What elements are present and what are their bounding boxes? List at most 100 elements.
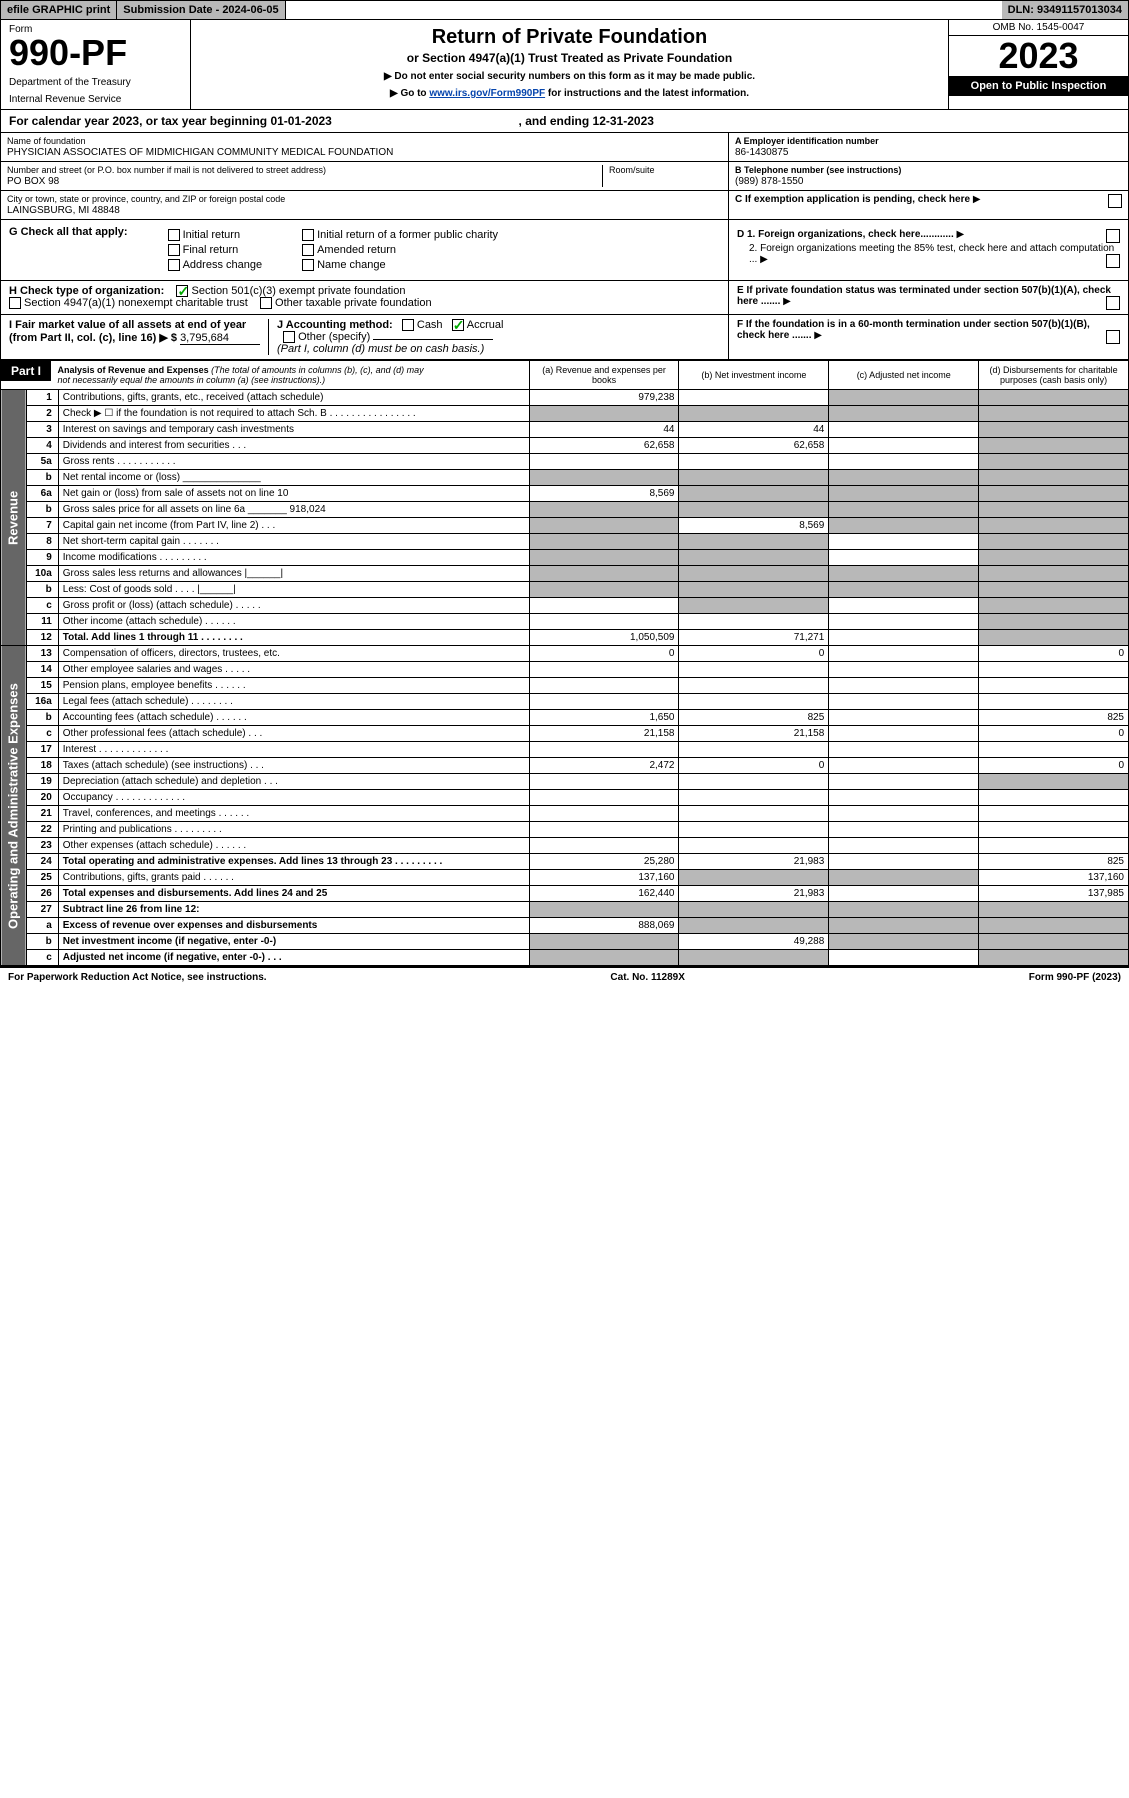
revenue-side-label: Revenue bbox=[1, 390, 27, 646]
cell-shaded bbox=[679, 550, 829, 566]
d2-checkbox[interactable] bbox=[1106, 254, 1120, 268]
phone: (989) 878-1550 bbox=[735, 176, 1122, 187]
table-row: c Other professional fees (attach schedu… bbox=[1, 726, 1129, 742]
final-checkbox[interactable] bbox=[168, 244, 180, 256]
cell-shaded bbox=[979, 550, 1129, 566]
table-row: 24 Total operating and administrative ex… bbox=[1, 854, 1129, 870]
cell-shaded bbox=[979, 470, 1129, 486]
line-number: 10a bbox=[26, 566, 58, 582]
cell-value bbox=[829, 614, 979, 630]
cell-shaded bbox=[529, 582, 679, 598]
cell-value bbox=[529, 838, 679, 854]
col-d-header: (d) Disbursements for charitable purpose… bbox=[979, 361, 1129, 390]
d1-checkbox[interactable] bbox=[1106, 229, 1120, 243]
j-other-checkbox[interactable] bbox=[283, 331, 295, 343]
ein-label: A Employer identification number bbox=[735, 136, 1122, 146]
line-number: 4 bbox=[26, 438, 58, 454]
section-h: H Check type of organization: Section 50… bbox=[0, 281, 1129, 315]
line-number: 2 bbox=[26, 406, 58, 422]
cell-value bbox=[529, 678, 679, 694]
c-checkbox[interactable] bbox=[1108, 194, 1122, 208]
h-left: H Check type of organization: Section 50… bbox=[1, 281, 728, 314]
ij-left: I Fair market value of all assets at end… bbox=[1, 315, 728, 359]
f-checkbox[interactable] bbox=[1106, 330, 1120, 344]
line-number: 9 bbox=[26, 550, 58, 566]
table-row: 6a Net gain or (loss) from sale of asset… bbox=[1, 486, 1129, 502]
footer-left: For Paperwork Reduction Act Notice, see … bbox=[8, 972, 267, 983]
line-description: Dividends and interest from securities .… bbox=[58, 438, 529, 454]
line-number: b bbox=[26, 710, 58, 726]
j-cash-checkbox[interactable] bbox=[402, 319, 414, 331]
cell-shaded bbox=[679, 486, 829, 502]
table-row: 26 Total expenses and disbursements. Add… bbox=[1, 886, 1129, 902]
g-label: G Check all that apply: bbox=[9, 226, 128, 238]
cal-end: 12-31-2023 bbox=[593, 114, 654, 128]
cell-value bbox=[679, 678, 829, 694]
c-cell: C If exemption application is pending, c… bbox=[729, 191, 1128, 208]
addr-change-checkbox[interactable] bbox=[168, 259, 180, 271]
cell-shaded bbox=[979, 582, 1129, 598]
cell-shaded bbox=[529, 566, 679, 582]
cell-value bbox=[979, 694, 1129, 710]
line-description: Depreciation (attach schedule) and deple… bbox=[58, 774, 529, 790]
omb-number: OMB No. 1545-0047 bbox=[949, 20, 1128, 36]
initial-checkbox[interactable] bbox=[168, 229, 180, 241]
ein-cell: A Employer identification number 86-1430… bbox=[729, 133, 1128, 162]
cell-value: 21,158 bbox=[679, 726, 829, 742]
cell-value bbox=[829, 758, 979, 774]
irs-link[interactable]: www.irs.gov/Form990PF bbox=[429, 88, 545, 99]
line-description: Interest . . . . . . . . . . . . . bbox=[58, 742, 529, 758]
col-c-header: (c) Adjusted net income bbox=[829, 361, 979, 390]
amended-checkbox[interactable] bbox=[302, 244, 314, 256]
line-description: Gross sales less returns and allowances … bbox=[58, 566, 529, 582]
footer: For Paperwork Reduction Act Notice, see … bbox=[0, 966, 1129, 987]
cell-shaded bbox=[529, 502, 679, 518]
cell-value bbox=[679, 838, 829, 854]
line-description: Excess of revenue over expenses and disb… bbox=[58, 918, 529, 934]
cell-value bbox=[829, 790, 979, 806]
h-other-checkbox[interactable] bbox=[260, 297, 272, 309]
header-center: Return of Private Foundation or Section … bbox=[191, 20, 948, 109]
h-4947-checkbox[interactable] bbox=[9, 297, 21, 309]
cell-value bbox=[679, 790, 829, 806]
line-number: c bbox=[26, 950, 58, 966]
line-number: 8 bbox=[26, 534, 58, 550]
cell-value: 44 bbox=[679, 422, 829, 438]
initial-former-checkbox[interactable] bbox=[302, 229, 314, 241]
cell-value bbox=[679, 822, 829, 838]
cell-value: 137,985 bbox=[979, 886, 1129, 902]
cell-value bbox=[979, 790, 1129, 806]
cell-value: 1,650 bbox=[529, 710, 679, 726]
efile-print-label[interactable]: efile GRAPHIC print bbox=[1, 1, 117, 19]
note-pre: ▶ Go to bbox=[390, 88, 429, 99]
line-number: 14 bbox=[26, 662, 58, 678]
cell-shaded bbox=[679, 870, 829, 886]
cell-value bbox=[529, 774, 679, 790]
line-description: Less: Cost of goods sold . . . . |______… bbox=[58, 582, 529, 598]
cell-value bbox=[829, 550, 979, 566]
table-row: 11 Other income (attach schedule) . . . … bbox=[1, 614, 1129, 630]
table-row: 4 Dividends and interest from securities… bbox=[1, 438, 1129, 454]
e-checkbox[interactable] bbox=[1106, 296, 1120, 310]
j-accrual: Accrual bbox=[467, 319, 504, 331]
cell-value: 0 bbox=[679, 758, 829, 774]
cell-value bbox=[829, 646, 979, 662]
name-change-checkbox[interactable] bbox=[302, 259, 314, 271]
table-row: 9 Income modifications . . . . . . . . . bbox=[1, 550, 1129, 566]
j-accrual-checkbox[interactable] bbox=[452, 319, 464, 331]
col-a-header: (a) Revenue and expenses per books bbox=[529, 361, 679, 390]
h-501c3-checkbox[interactable] bbox=[176, 285, 188, 297]
table-row: 18 Taxes (attach schedule) (see instruct… bbox=[1, 758, 1129, 774]
e-right: E If private foundation status was termi… bbox=[728, 281, 1128, 314]
table-row: Revenue 1 Contributions, gifts, grants, … bbox=[1, 390, 1129, 406]
table-row: 3 Interest on savings and temporary cash… bbox=[1, 422, 1129, 438]
footer-right: Form 990-PF (2023) bbox=[1029, 972, 1121, 983]
cell-value bbox=[829, 854, 979, 870]
line-number: 26 bbox=[26, 886, 58, 902]
line-number: 21 bbox=[26, 806, 58, 822]
cell-shaded bbox=[529, 550, 679, 566]
line-description: Contributions, gifts, grants paid . . . … bbox=[58, 870, 529, 886]
city: LAINGSBURG, MI 48848 bbox=[7, 205, 722, 216]
cell-value bbox=[829, 454, 979, 470]
line-number: 20 bbox=[26, 790, 58, 806]
